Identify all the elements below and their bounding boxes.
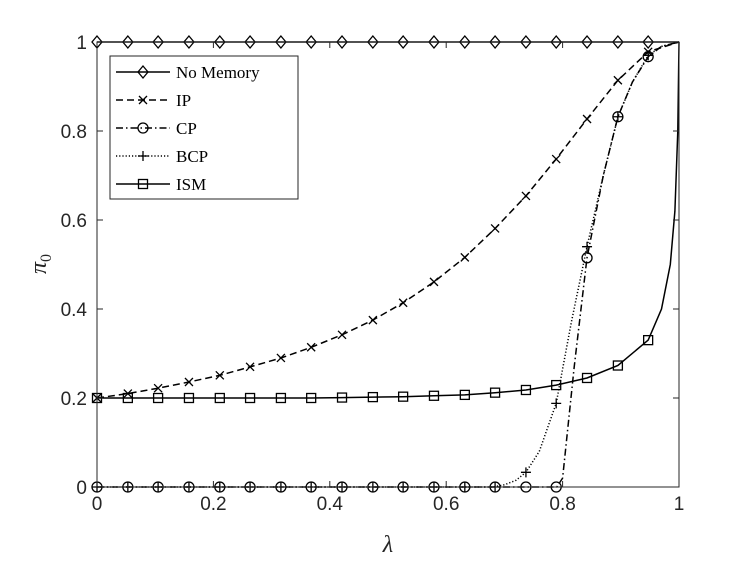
data-point-ism xyxy=(336,392,348,403)
legend-entry-no-memory: No Memory xyxy=(116,63,260,82)
data-point-no-memory xyxy=(581,34,593,50)
data-point-ism xyxy=(122,392,133,404)
data-point-no-memory xyxy=(397,34,409,50)
series-line-ip xyxy=(96,41,680,399)
legend-entry-bcp: BCP xyxy=(116,147,208,166)
data-point-ip xyxy=(337,330,347,340)
x-tick-label: 0.6 xyxy=(433,494,459,515)
data-point-ip xyxy=(582,114,592,124)
data-point-no-memory xyxy=(244,34,256,50)
data-point-no-memory xyxy=(275,34,287,50)
data-point-no-memory xyxy=(183,34,195,50)
ticks-layer: 0 0.2 0.4 0.6 0.8 1 0 0.2 0.4 0.6 0.8 1 xyxy=(61,33,685,515)
legend-entry-ip: IP xyxy=(116,91,191,110)
data-point-ism xyxy=(581,372,593,384)
y-tick-label: 0 xyxy=(76,478,87,499)
data-point-no-memory xyxy=(367,34,379,50)
legend-label: ISM xyxy=(176,175,206,194)
x-tick-label: 0.4 xyxy=(317,494,344,515)
data-point-ism xyxy=(489,387,501,398)
x-tick-label: 1 xyxy=(674,494,685,515)
data-point-ip xyxy=(613,75,623,85)
data-point-no-memory xyxy=(642,34,655,50)
data-point-ip xyxy=(521,191,531,201)
data-point-ip xyxy=(551,154,561,164)
y-tick-label: 0.8 xyxy=(61,122,87,143)
legend-swatch-marker xyxy=(137,64,149,80)
y-tick-label: 1 xyxy=(76,33,87,54)
data-point-no-memory xyxy=(213,34,226,50)
data-point-ism xyxy=(520,384,532,396)
data-point-ism xyxy=(152,392,164,404)
data-point-no-memory xyxy=(612,34,624,50)
data-point-bcp xyxy=(643,50,654,61)
legend: No Memory IP CP BCP ISM xyxy=(109,55,299,200)
legend-label: IP xyxy=(176,91,191,110)
legend-label: No Memory xyxy=(176,63,260,82)
x-tick-label: 0.2 xyxy=(200,494,226,515)
data-point-ip xyxy=(368,315,378,325)
data-point-ism xyxy=(459,389,470,401)
data-point-ip xyxy=(184,377,194,387)
y-axis-label: π0 xyxy=(26,254,55,274)
data-point-no-memory xyxy=(305,34,318,50)
y-axis-label-main: π xyxy=(26,261,52,274)
data-point-ism xyxy=(367,391,379,403)
data-point-cp xyxy=(581,252,593,264)
data-point-no-memory xyxy=(428,34,440,50)
legend-swatch-marker xyxy=(138,151,148,161)
data-point-ism xyxy=(643,334,654,346)
legend-entry-cp: CP xyxy=(116,119,197,138)
data-point-ip xyxy=(276,353,286,363)
data-point-no-memory xyxy=(336,34,348,50)
data-point-ism xyxy=(244,392,256,404)
data-point-no-memory xyxy=(520,34,532,50)
legend-swatch-marker xyxy=(138,95,148,105)
legend-swatch-marker xyxy=(137,178,149,190)
data-point-no-memory xyxy=(489,34,501,50)
data-point-ip xyxy=(306,342,316,352)
data-point-ip xyxy=(398,298,408,308)
data-point-ism xyxy=(275,392,287,404)
x-tick-label: 0.8 xyxy=(549,494,575,515)
data-point-no-memory xyxy=(152,34,164,50)
data-point-ip xyxy=(460,252,470,262)
data-point-ism xyxy=(397,391,409,402)
data-point-ip xyxy=(245,362,255,372)
data-point-ip xyxy=(429,277,439,287)
data-point-bcp xyxy=(520,467,531,478)
data-point-no-memory xyxy=(121,34,134,50)
legend-swatch-marker xyxy=(137,122,149,134)
data-point-ip xyxy=(153,383,163,393)
data-point-bcp xyxy=(582,241,593,252)
y-tick-label: 0.4 xyxy=(61,300,88,321)
data-point-ism xyxy=(306,392,317,404)
x-tick-label: 0 xyxy=(92,494,103,515)
data-point-ism xyxy=(612,360,624,371)
data-point-bcp xyxy=(551,398,562,409)
data-point-no-memory xyxy=(458,34,471,50)
legend-label: CP xyxy=(176,119,197,138)
data-point-ism xyxy=(214,392,225,404)
legend-label: BCP xyxy=(176,147,208,166)
data-point-ip xyxy=(215,370,225,380)
y-tick-label: 0.2 xyxy=(61,389,87,410)
x-axis-label: λ xyxy=(382,532,393,558)
y-tick-label: 0.6 xyxy=(61,211,87,232)
legend-entry-ism: ISM xyxy=(116,175,206,194)
data-point-bcp xyxy=(612,111,623,122)
axes-box xyxy=(96,41,680,488)
y-axis-label-subscript: 0 xyxy=(38,254,55,262)
data-point-ism xyxy=(551,379,562,391)
data-point-ism xyxy=(183,392,195,404)
data-point-no-memory xyxy=(550,34,563,50)
axes-layer xyxy=(96,41,680,488)
series-ism xyxy=(91,41,680,404)
data-point-ism xyxy=(428,390,440,401)
data-point-ip xyxy=(490,223,500,233)
